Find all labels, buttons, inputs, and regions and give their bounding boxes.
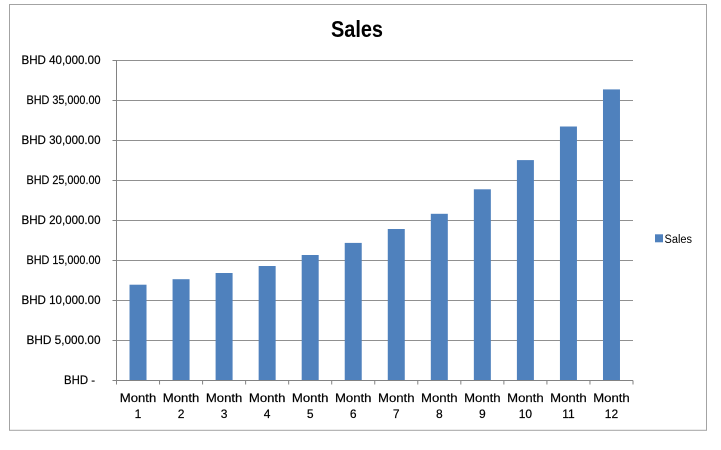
svg-text:Sales: Sales — [665, 234, 693, 246]
svg-text:BHD 5,000.00: BHD 5,000.00 — [27, 333, 101, 347]
svg-text:Month: Month — [378, 391, 415, 405]
svg-text:BHD 15,000.00: BHD 15,000.00 — [27, 253, 101, 267]
svg-text:Month: Month — [550, 391, 587, 405]
svg-text:BHD -: BHD - — [64, 373, 95, 387]
svg-text:7: 7 — [393, 407, 400, 421]
svg-text:9: 9 — [479, 407, 486, 421]
svg-text:BHD 10,000.00: BHD 10,000.00 — [22, 293, 101, 307]
svg-text:2: 2 — [178, 407, 185, 421]
svg-text:12: 12 — [605, 407, 619, 421]
svg-text:BHD 25,000.00: BHD 25,000.00 — [27, 173, 101, 187]
svg-text:BHD 30,000.00: BHD 30,000.00 — [22, 133, 101, 147]
svg-text:11: 11 — [562, 407, 575, 421]
svg-text:Sales: Sales — [331, 16, 383, 42]
svg-text:BHD 40,000.00: BHD 40,000.00 — [22, 53, 101, 67]
svg-text:10: 10 — [519, 407, 533, 421]
svg-text:Month: Month — [120, 391, 157, 405]
svg-text:Month: Month — [421, 391, 458, 405]
svg-text:BHD 20,000.00: BHD 20,000.00 — [22, 213, 101, 227]
svg-text:Month: Month — [507, 391, 544, 405]
svg-text:Month: Month — [206, 391, 243, 405]
svg-text:Month: Month — [464, 391, 501, 405]
svg-text:Month: Month — [292, 391, 329, 405]
svg-text:Month: Month — [163, 391, 200, 405]
svg-text:Month: Month — [335, 391, 372, 405]
svg-text:Month: Month — [593, 391, 630, 405]
svg-text:Month: Month — [249, 391, 286, 405]
svg-text:6: 6 — [350, 407, 357, 421]
svg-text:3: 3 — [221, 407, 228, 421]
svg-text:1: 1 — [135, 407, 142, 421]
svg-text:8: 8 — [436, 407, 443, 421]
svg-text:5: 5 — [307, 407, 314, 421]
svg-text:4: 4 — [264, 407, 271, 421]
svg-text:BHD 35,000.00: BHD 35,000.00 — [27, 93, 101, 107]
